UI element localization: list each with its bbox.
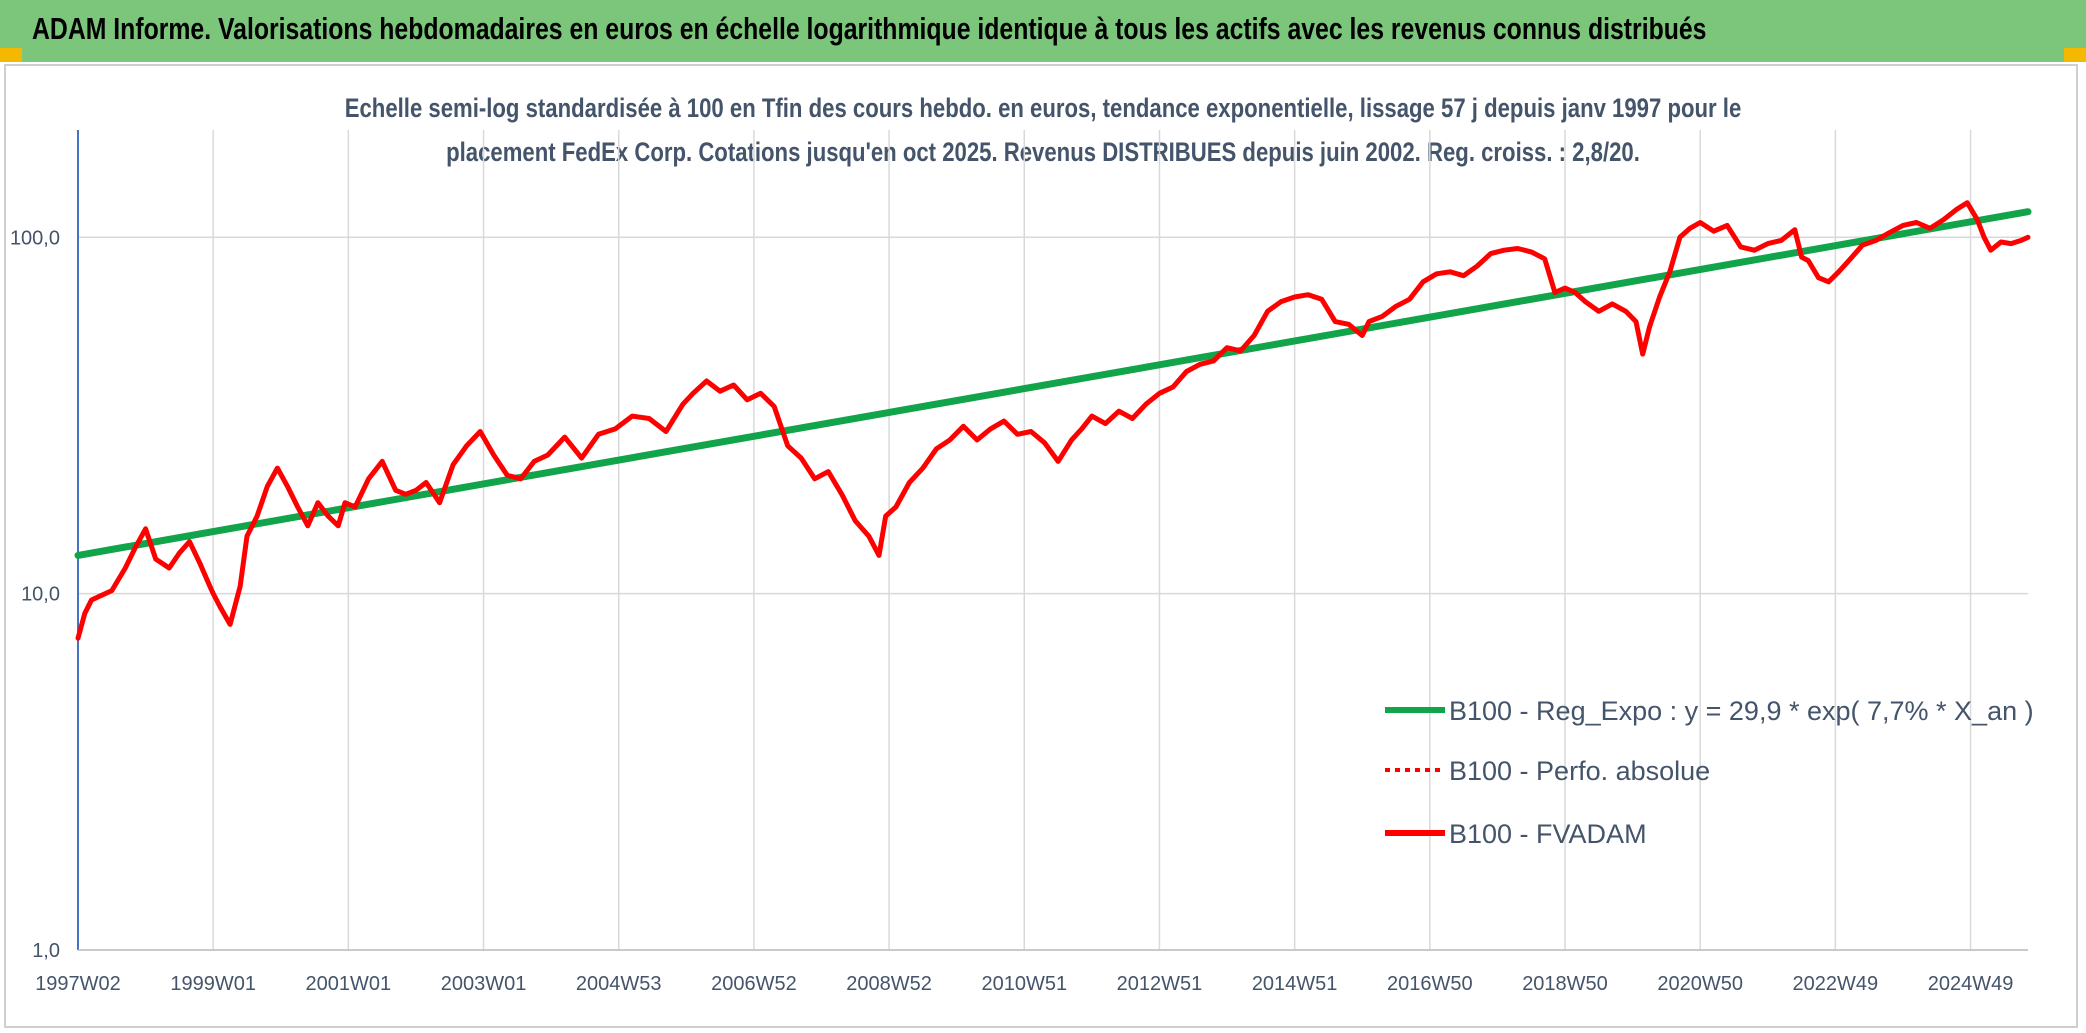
x-tick-label: 2014W51	[1252, 973, 1338, 995]
legend-label-0: B100 - Reg_Expo : y = 29,9 * exp( 7,7% *…	[1449, 696, 2034, 726]
chart-legend: B100 - Reg_Expo : y = 29,9 * exp( 7,7% *…	[1385, 696, 2034, 849]
y-tick-label: 10,0	[21, 584, 60, 606]
series-line-0	[74, 208, 2032, 559]
report-banner: ADAM Informe. Valorisations hebdomadaire…	[0, 0, 2086, 62]
x-tick-label: 2008W52	[846, 973, 932, 995]
report-title: ADAM Informe. Valorisations hebdomadaire…	[32, 11, 1707, 46]
chart-subtitle-line-1: Echelle semi-log standardisée à 100 en T…	[344, 93, 1742, 123]
y-tick-label: 1,0	[32, 940, 60, 962]
x-tick-label: 2020W50	[1657, 973, 1743, 995]
x-tick-label: 2004W53	[576, 973, 662, 995]
x-tick-label: 2016W50	[1387, 973, 1473, 995]
x-tick-label: 2006W52	[711, 973, 797, 995]
series-line-2	[75, 200, 2031, 641]
chart-series	[74, 200, 2032, 641]
chart-frame	[4, 64, 2078, 1028]
x-tick-label: 2003W01	[441, 973, 527, 995]
x-tick-label: 1999W01	[170, 973, 256, 995]
legend-label-1: B100 - Perfo. absolue	[1449, 756, 1710, 786]
chart-grid	[78, 130, 2028, 951]
x-tick-label: 2022W49	[1793, 973, 1879, 995]
chart-subtitle: Echelle semi-log standardisée à 100 en T…	[0, 86, 2086, 174]
chart-subtitle-line-2: placement FedEx Corp. Cotations jusqu'en…	[446, 137, 1640, 167]
y-tick-label: 100,0	[10, 227, 60, 249]
corner-marker-left	[0, 48, 22, 62]
x-tick-label: 2001W01	[306, 973, 392, 995]
legend-label-2: B100 - FVADAM	[1449, 819, 1647, 849]
corner-marker-right	[2064, 48, 2086, 62]
x-tick-label: 1997W02	[35, 973, 121, 995]
x-tick-label: 2012W51	[1117, 973, 1203, 995]
x-tick-label: 2018W50	[1522, 973, 1608, 995]
x-tick-label: 2010W51	[981, 973, 1067, 995]
x-tick-label: 2024W49	[1928, 973, 2014, 995]
chart-axes: 1,0 10,0 100,0 1997W02 1999W01 2001W01 2003W01…	[10, 130, 2028, 995]
